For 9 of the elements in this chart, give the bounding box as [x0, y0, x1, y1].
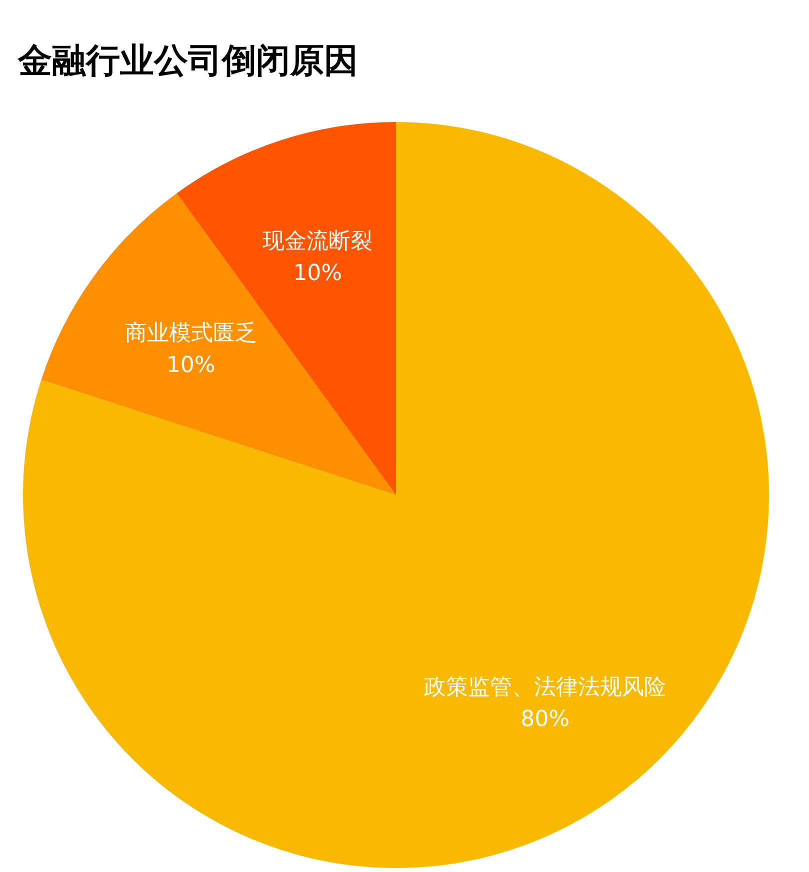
slice-label: 现金流断裂 — [262, 228, 373, 254]
data-label: 10% — [293, 260, 342, 286]
pie-slice — [41, 193, 396, 495]
data-label: 10% — [166, 352, 216, 378]
slice-label: 商业模式匮乏 — [124, 320, 257, 346]
chart-title: 金融行业公司倒闭原因 — [16, 40, 359, 83]
pie-slice — [24, 122, 769, 868]
data-label: 80% — [520, 707, 570, 732]
slice-label: 政策监管、法律法规风险 — [424, 675, 666, 700]
